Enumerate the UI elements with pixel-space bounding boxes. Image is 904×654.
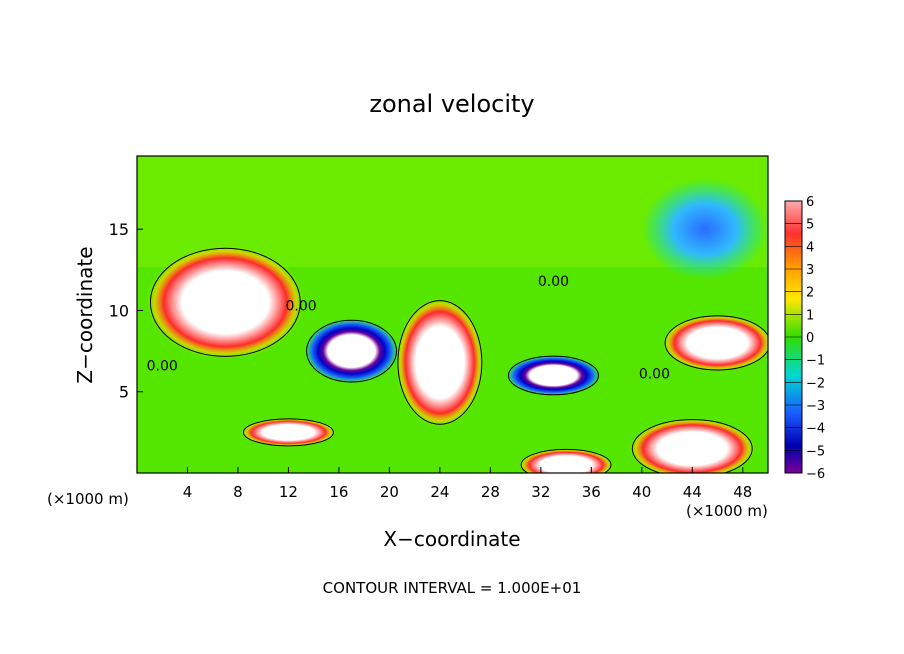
contour-interval-note: CONTOUR INTERVAL = 1.000E+01 [323, 579, 582, 597]
zero-contour-3 [631, 419, 753, 473]
x-tick-label-32: 32 [531, 483, 550, 501]
colorbar-tick-label-3: 3 [806, 263, 814, 278]
zero-contour-1 [397, 300, 483, 425]
contour-label-2: 0.00 [538, 274, 569, 290]
positive-velocity-core-5 [518, 448, 614, 473]
negative-velocity-core-6 [304, 318, 399, 384]
negative-velocity-core-7 [506, 355, 601, 396]
x-unit-right: (×1000 m) [686, 502, 768, 520]
colorbar-tick-label-11: −5 [806, 444, 825, 459]
y-axis-label: Z−coordinate [73, 246, 97, 383]
x-tick-label-12: 12 [279, 483, 298, 501]
zero-contour-7 [508, 355, 599, 396]
zero-contour-0 [149, 247, 301, 357]
y-tick-label-5: 5 [119, 383, 129, 402]
positive-velocity-core-1 [395, 297, 485, 428]
x-unit-left: (×1000 m) [47, 490, 129, 508]
colorbar-tick-label-9: −3 [806, 399, 825, 414]
x-tick-label-24: 24 [430, 483, 449, 501]
plot-area: 0.000.000.000.00 4 8 12 16 20 24 28 32 36 40 44 48 … [109, 155, 769, 501]
x-tick-label-28: 28 [481, 483, 500, 501]
x-tick-label-16: 16 [329, 483, 348, 501]
x-tick-label-48: 48 [733, 483, 752, 501]
colorbar-tick-label-0: 6 [806, 195, 814, 210]
colorbar-tick-label-2: 4 [806, 240, 814, 255]
zero-contour-5 [520, 448, 612, 473]
negative-velocity-region-8 [641, 178, 768, 280]
x-axis-label: X−coordinate [383, 527, 520, 551]
positive-velocity-core-0 [146, 245, 305, 360]
positive-velocity-core-2 [662, 314, 768, 372]
colorbar-tick-label-5: 1 [806, 308, 814, 323]
x-tick-label-4: 4 [183, 483, 193, 501]
y-tick-label-10: 10 [109, 301, 129, 320]
x-tick-label-36: 36 [582, 483, 601, 501]
zero-contour-2 [664, 315, 768, 371]
chart-title: zonal velocity [369, 90, 534, 118]
zero-contour-4 [242, 418, 334, 447]
contour-label-3: 0.00 [639, 367, 670, 383]
positive-velocity-core-4 [241, 418, 336, 447]
colorbar-tick-label-10: −4 [806, 422, 825, 437]
colorbar: 6 5 4 3 2 1 0 −1 −2 −3 −4 −5 −6 [784, 195, 825, 482]
x-tick-label-40: 40 [632, 483, 651, 501]
x-tick-label-8: 8 [233, 483, 243, 501]
contour-label-1: 0.00 [147, 359, 178, 375]
colorbar-tick-label-12: −6 [806, 467, 825, 482]
y-tick-label-15: 15 [109, 220, 129, 239]
colorbar-tick-label-7: −1 [806, 354, 825, 369]
colorbar-tick-label-6: 0 [806, 331, 814, 346]
colorbar-tick-label-4: 2 [806, 286, 814, 301]
positive-velocity-core-3 [629, 418, 756, 473]
x-tick-label-20: 20 [380, 483, 399, 501]
colorbar-tick-label-1: 5 [806, 218, 814, 233]
zero-contour-6 [306, 319, 397, 383]
x-tick-label-44: 44 [683, 483, 702, 501]
plot-frame [136, 155, 769, 474]
contour-label-0: 0.00 [285, 298, 316, 314]
colorbar-tick-label-8: −2 [806, 376, 825, 391]
